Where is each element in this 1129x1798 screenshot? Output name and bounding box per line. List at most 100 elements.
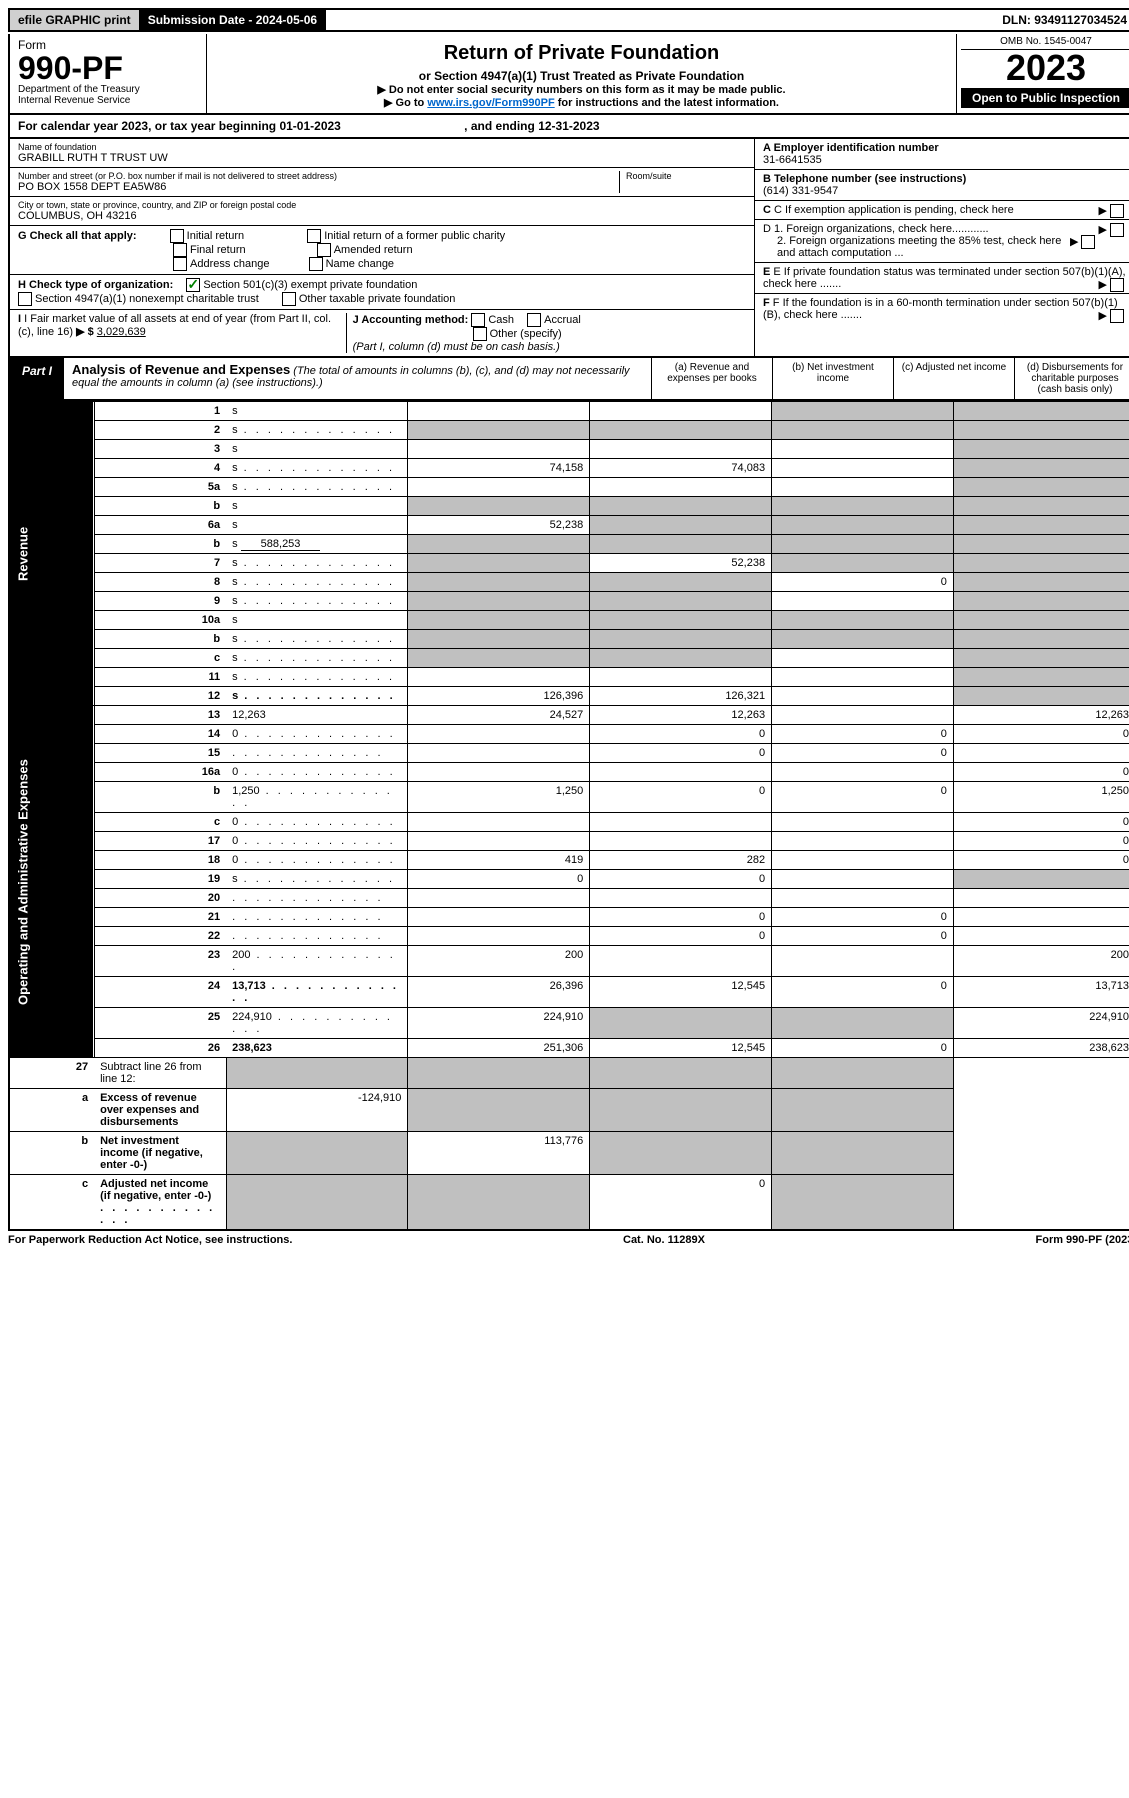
table-row: 8s0 [9, 573, 1129, 592]
table-row: 20 [9, 889, 1129, 908]
line-description: 12,263 [226, 706, 408, 725]
checkbox-d2[interactable] [1081, 235, 1095, 249]
col-d-header: (d) Disbursements for charitable purpose… [1014, 358, 1129, 399]
line-description: 0 [226, 763, 408, 782]
table-row: 12s126,396126,321 [9, 687, 1129, 706]
room-label: Room/suite [626, 171, 746, 181]
city-label: City or town, state or province, country… [18, 200, 746, 210]
line-description: 0 [226, 832, 408, 851]
line-description [226, 889, 408, 908]
line-description: s [226, 870, 408, 889]
checkbox-other-method[interactable] [473, 327, 487, 341]
col-c-header: (c) Adjusted net income [893, 358, 1014, 399]
table-row: bNet investment income (if negative, ent… [9, 1132, 1129, 1175]
form-number: 990-PF [18, 52, 198, 84]
table-row: 19s00 [9, 870, 1129, 889]
ein-value: 31-6641535 [763, 154, 1127, 166]
checkbox-cash[interactable] [471, 313, 485, 327]
line-description [226, 744, 408, 763]
table-row: bs [9, 497, 1129, 516]
table-row: 4s74,15874,083 [9, 459, 1129, 478]
part1-header: Part I Analysis of Revenue and Expenses … [8, 358, 1129, 401]
table-row: 16a00 [9, 763, 1129, 782]
form-subtitle: or Section 4947(a)(1) Trust Treated as P… [215, 69, 948, 83]
line-description: s [226, 687, 408, 706]
addr-label: Number and street (or P.O. box number if… [18, 171, 619, 181]
table-row: 9s [9, 592, 1129, 611]
fmv-value: 3,029,639 [97, 326, 146, 338]
checkbox-initial-former[interactable] [307, 229, 321, 243]
ein-label: A Employer identification number [763, 142, 1127, 154]
line-description: 0 [226, 725, 408, 744]
foundation-name: GRABILL RUTH T TRUST UW [18, 152, 746, 164]
table-row: bs [9, 630, 1129, 649]
checkbox-accrual[interactable] [527, 313, 541, 327]
line-description [226, 927, 408, 946]
calendar-year-row: For calendar year 2023, or tax year begi… [8, 115, 1129, 139]
table-row: 25224,910224,910224,910 [9, 1008, 1129, 1039]
irs-label: Internal Revenue Service [18, 95, 198, 106]
table-row: 11s [9, 668, 1129, 687]
line-description: 238,623 [226, 1039, 408, 1058]
section-h: H Check type of organization: Section 50… [10, 275, 754, 310]
checkbox-amended[interactable] [317, 243, 331, 257]
line-description: s [226, 554, 408, 573]
form990pf-link[interactable]: www.irs.gov/Form990PF [427, 97, 554, 109]
line-description: s [226, 573, 408, 592]
section-j: J Accounting method: Cash Accrual Other … [346, 313, 746, 353]
checkbox-c[interactable] [1110, 204, 1124, 218]
phone-value: (614) 331-9547 [763, 185, 1127, 197]
foundation-address: PO BOX 1558 DEPT EA5W86 [18, 181, 619, 193]
checkbox-final-return[interactable] [173, 243, 187, 257]
checkbox-address-change[interactable] [173, 257, 187, 271]
side-label: Revenue [9, 402, 94, 706]
line-description: s [226, 592, 408, 611]
checkbox-e[interactable] [1110, 278, 1124, 292]
table-row: 7s52,238 [9, 554, 1129, 573]
efile-print-button[interactable]: efile GRAPHIC print [10, 10, 140, 30]
line-description: s [226, 478, 408, 497]
col-a-header: (a) Revenue and expenses per books [651, 358, 772, 399]
tax-year: 2023 [961, 50, 1129, 86]
table-row: c00 [9, 813, 1129, 832]
line-description: 224,910 [226, 1008, 408, 1039]
section-g: G Check all that apply: Initial return I… [10, 226, 754, 275]
line-description: s 588,253 [226, 535, 408, 554]
line-description: 200 [226, 946, 408, 977]
checkbox-4947[interactable] [18, 292, 32, 306]
checkbox-name-change[interactable] [309, 257, 323, 271]
footer-right: Form 990-PF (2023) [1036, 1234, 1129, 1246]
dln-number: DLN: 93491127034524 [994, 10, 1129, 30]
top-bar: efile GRAPHIC print Submission Date - 20… [8, 8, 1129, 32]
table-row: Operating and Administrative Expenses131… [9, 706, 1129, 725]
dept-label: Department of the Treasury [18, 84, 198, 95]
line-description: 13,713 [226, 977, 408, 1008]
form-title: Return of Private Foundation [215, 42, 948, 65]
name-label: Name of foundation [18, 142, 746, 152]
checkbox-f[interactable] [1110, 309, 1124, 323]
foundation-city: COLUMBUS, OH 43216 [18, 210, 746, 222]
section-i: I I Fair market value of all assets at e… [18, 313, 346, 353]
part1-label: Part I [10, 358, 64, 399]
part1-table: Revenue1s2s3s4s74,15874,0835asbs6as52,23… [8, 401, 1129, 1231]
line-description: s [226, 402, 408, 421]
page-footer: For Paperwork Reduction Act Notice, see … [8, 1231, 1129, 1249]
table-row: 1804192820 [9, 851, 1129, 870]
table-row: 23200200200 [9, 946, 1129, 977]
table-row: 2100 [9, 908, 1129, 927]
checkbox-other-taxable[interactable] [282, 292, 296, 306]
checkbox-initial-return[interactable] [170, 229, 184, 243]
line-description: 0 [226, 813, 408, 832]
checkbox-d1[interactable] [1110, 223, 1124, 237]
checkbox-501c3[interactable] [186, 278, 200, 292]
table-row: cAdjusted net income (if negative, enter… [9, 1175, 1129, 1231]
table-row: 2200 [9, 927, 1129, 946]
line-description [226, 908, 408, 927]
table-row: 10as [9, 611, 1129, 630]
line-description: s [226, 459, 408, 478]
table-row: aExcess of revenue over expenses and dis… [9, 1089, 1129, 1132]
note-goto: ▶ Go to www.irs.gov/Form990PF for instru… [215, 96, 948, 109]
table-row: b1,2501,250001,250 [9, 782, 1129, 813]
foundation-info: Name of foundation GRABILL RUTH T TRUST … [8, 139, 1129, 358]
submission-date: Submission Date - 2024-05-06 [140, 10, 326, 30]
